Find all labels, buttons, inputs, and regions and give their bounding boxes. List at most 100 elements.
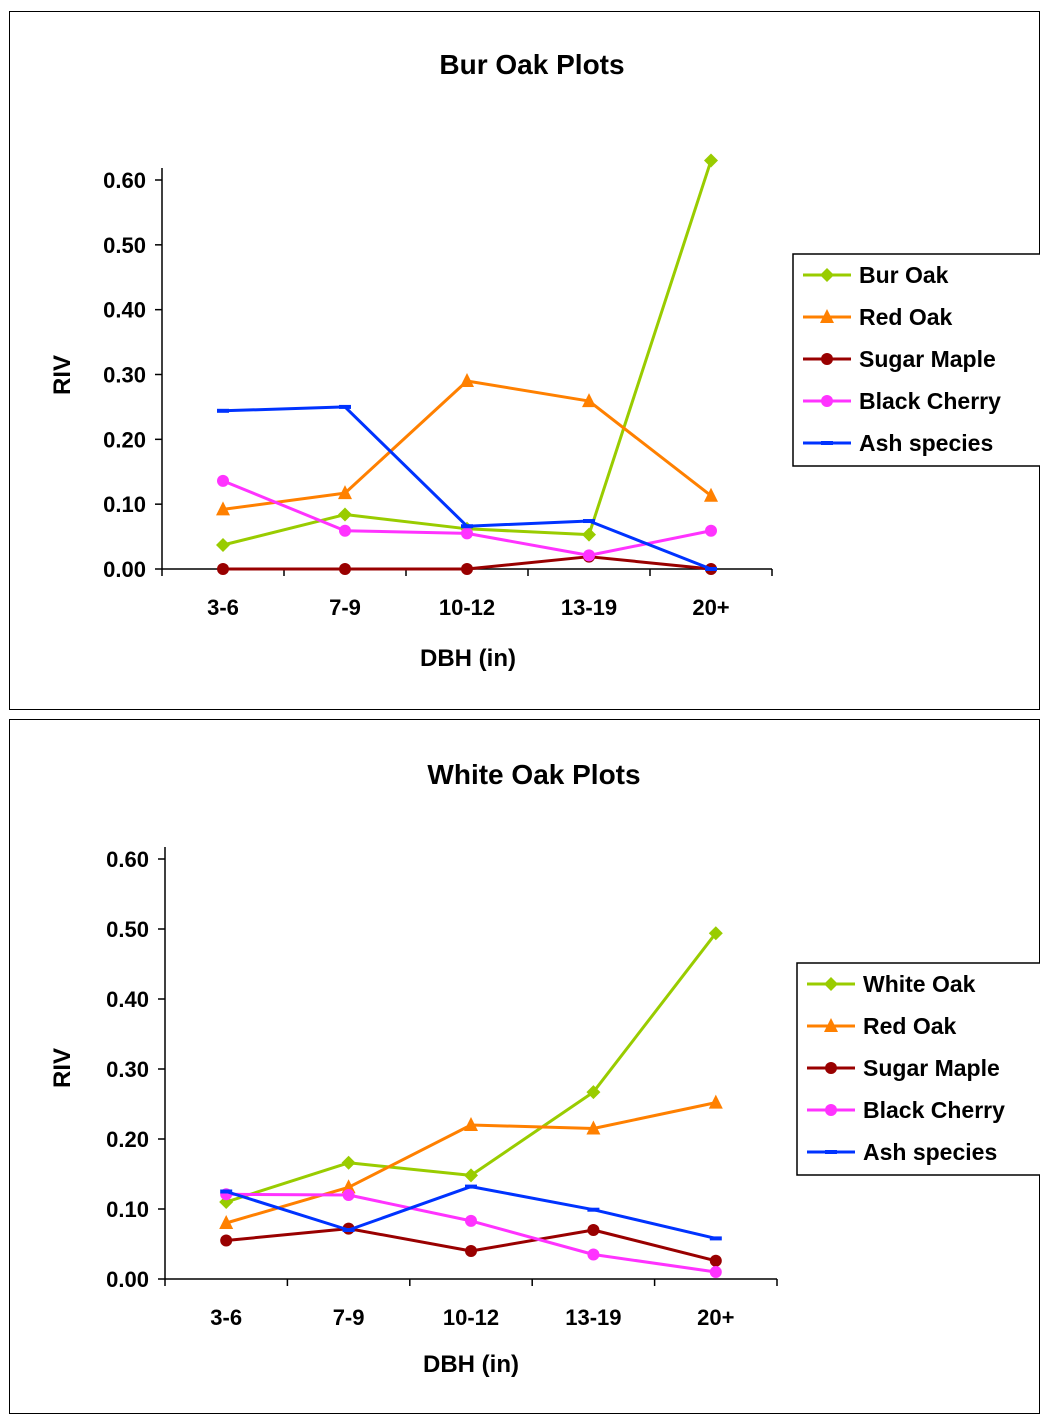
y-axis-label: RIV [49, 1048, 76, 1088]
y-tick-label: 0.50 [106, 917, 149, 942]
series-black-cherry [217, 474, 717, 562]
x-tick-label: 20+ [697, 1305, 734, 1330]
series-sugar-maple [217, 550, 717, 575]
legend-label: Sugar Maple [863, 1055, 1000, 1081]
chart-title: Bur Oak Plots [439, 49, 624, 80]
bur-oak-chart: Bur Oak Plots DBH (in) RIV 0.00 0.10 0.20 0… [49, 49, 1040, 672]
legend-marker [824, 977, 838, 991]
data-point [342, 1189, 355, 1201]
data-point [704, 487, 718, 502]
data-point [460, 372, 474, 387]
data-point [465, 1214, 477, 1227]
series-ash-species [217, 404, 717, 571]
data-point [582, 527, 596, 542]
series-sugar-maple [220, 1222, 722, 1267]
data-point [217, 408, 229, 413]
legend-label: Black Cherry [859, 388, 1001, 414]
data-point [464, 1117, 478, 1131]
legend-label: Red Oak [863, 1013, 957, 1039]
series-red-oak [219, 1094, 723, 1229]
x-tick-label: 10-12 [443, 1305, 499, 1330]
data-point [709, 1254, 722, 1267]
data-point [339, 563, 351, 575]
y-tick-label: 0.60 [103, 168, 146, 193]
x-tick-label: 3-6 [207, 595, 239, 620]
data-point [587, 1248, 600, 1261]
legend-item: Red Oak [807, 1013, 957, 1039]
legend-marker [821, 441, 833, 445]
series-red-oak [216, 372, 718, 516]
chart-panel-white-oak: White Oak Plots DBH (in) RIV 0.00 0.10 0.2… [9, 719, 1040, 1414]
data-point [709, 1236, 722, 1241]
chart-panel-bur-oak: Bur Oak Plots DBH (in) RIV 0.00 0.10 0.20 0… [9, 11, 1040, 710]
data-point [705, 524, 717, 537]
data-point [339, 524, 351, 537]
data-point [583, 549, 595, 562]
legend-label: White Oak [863, 971, 976, 997]
data-point [586, 1085, 601, 1100]
x-tick-label: 7-9 [329, 595, 361, 620]
y-tick-label: 0.00 [106, 1267, 149, 1292]
data-point [708, 926, 723, 941]
data-point [219, 1215, 234, 1229]
legend-marker [825, 1150, 837, 1154]
x-tick-label: 20+ [692, 595, 729, 620]
data-point [705, 567, 717, 571]
chart-title: White Oak Plots [427, 759, 640, 790]
y-tick-label: 0.40 [106, 987, 149, 1012]
legend-marker [824, 1018, 838, 1032]
data-point [341, 1179, 356, 1194]
series-line [222, 479, 712, 557]
legend-item: White Oak [807, 971, 976, 997]
data-point [461, 527, 473, 540]
y-tick-label: 0.20 [106, 1127, 149, 1152]
legend-label: Red Oak [859, 304, 953, 330]
x-tick-label: 3-6 [210, 1305, 242, 1330]
data-point [586, 1120, 601, 1135]
legend-item: Sugar Maple [803, 346, 996, 372]
legend-marker [825, 1062, 837, 1074]
legend-marker [821, 353, 833, 365]
y-tick-label: 0.30 [106, 1057, 149, 1082]
legend-label: Ash species [863, 1139, 997, 1165]
data-point [587, 1207, 600, 1212]
series-line [222, 379, 712, 511]
data-point [465, 1184, 477, 1189]
data-point [217, 474, 229, 487]
legend-marker [820, 268, 834, 282]
y-tick-label: 0.10 [106, 1197, 149, 1222]
data-point [342, 1228, 355, 1232]
legend-label: Black Cherry [863, 1097, 1005, 1123]
y-tick-label: 0.00 [103, 557, 146, 582]
legend-marker [820, 309, 834, 323]
y-tick-label: 0.30 [103, 363, 146, 388]
y-tick-label: 0.50 [103, 233, 146, 258]
legend: White Oak Red Oak Sugar Maple Black Cherry A… [796, 962, 1040, 1176]
legend-item: Black Cherry [803, 388, 1001, 414]
y-tick-label: 0.10 [103, 492, 146, 517]
legend: Bur Oak Red Oak Sugar Maple Black Cherry Ash… [792, 253, 1040, 467]
data-point [704, 153, 718, 168]
data-point [708, 1094, 723, 1109]
series-line [225, 932, 717, 1204]
data-point [465, 1245, 477, 1257]
x-axis-label: DBH (in) [423, 1351, 519, 1378]
legend-item: Bur Oak [803, 262, 949, 288]
legend-marker [825, 1104, 837, 1116]
legend-item: Red Oak [803, 304, 953, 330]
data-point [464, 1168, 478, 1183]
data-point [216, 538, 230, 553]
data-point [220, 1189, 233, 1194]
series-white-oak [219, 926, 723, 1209]
data-point [461, 563, 473, 575]
data-point [220, 1234, 233, 1247]
x-tick-label: 13-19 [561, 595, 617, 620]
y-tick-label: 0.20 [103, 427, 146, 452]
data-point [583, 519, 595, 524]
data-point [338, 485, 352, 500]
data-point [461, 524, 473, 529]
legend-label: Bur Oak [859, 262, 949, 288]
white-oak-chart: White Oak Plots DBH (in) RIV 0.00 0.10 0.2… [49, 759, 1040, 1378]
data-point [339, 404, 351, 409]
data-point [709, 1266, 722, 1278]
